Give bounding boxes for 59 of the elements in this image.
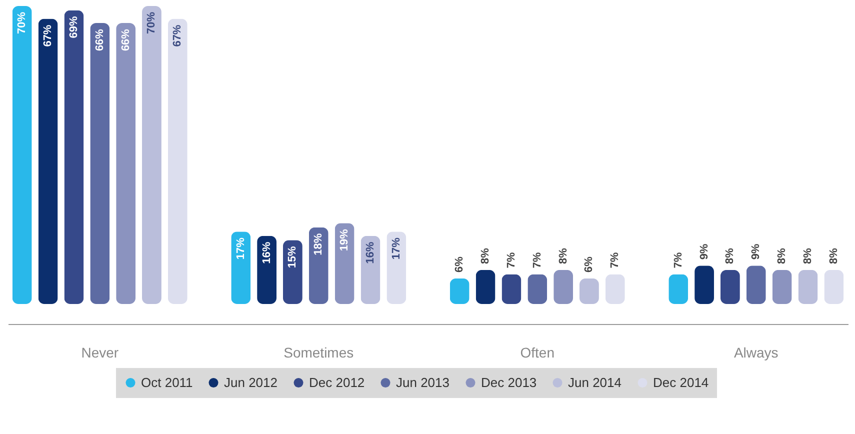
bar [450,278,470,304]
data-label: 15% [286,246,299,268]
bar [90,23,110,304]
bar [142,6,162,304]
bar [528,274,548,304]
bar [38,18,58,304]
bar [772,270,792,304]
data-label: 7% [609,252,622,268]
data-label: 9% [698,244,710,260]
data-label: 17% [234,237,247,260]
bar [116,23,136,304]
bar [502,274,522,304]
data-label: 7% [505,252,518,268]
data-label: 6% [454,256,466,272]
data-label: 16% [260,242,273,264]
legend-label: Jun 2012 [224,374,278,390]
bar [476,270,496,304]
bar [64,10,84,304]
x-tick-label: Always [734,344,778,360]
x-tick-label: Often [520,344,554,360]
data-label: 8% [802,248,814,264]
data-label: 67% [42,24,54,47]
data-label: 8% [776,248,788,264]
bar [694,266,714,304]
data-label: 16% [364,242,376,264]
data-label: 70% [16,12,28,34]
data-label: 69% [68,16,80,38]
data-label: 8% [557,248,570,264]
data-label: 9% [750,244,762,260]
data-label: 66% [120,28,132,52]
bar [168,18,188,304]
legend-label: Dec 2012 [309,374,365,390]
bar [720,270,740,304]
legend-label: Dec 2014 [653,374,709,390]
bar [798,270,818,304]
bar [746,266,766,304]
data-label: 8% [724,248,736,264]
data-label: 18% [312,233,325,256]
data-label: 7% [672,252,684,268]
data-label: 8% [480,248,492,264]
data-label: 66% [94,28,106,52]
data-label: 19% [338,228,351,252]
data-label: 7% [531,252,544,268]
x-tick-label: Never [81,344,119,360]
bar [605,274,625,304]
data-label: 6% [583,256,596,272]
data-label: 8% [828,248,840,264]
bar [12,6,32,304]
data-label: 17% [390,237,402,260]
legend-label: Dec 2013 [481,374,537,390]
legend-label: Jun 2013 [396,374,450,390]
legend-label: Oct 2011 [141,374,193,390]
data-label: 67% [172,24,184,47]
bar [668,274,688,304]
legend-label: Jun 2014 [568,374,622,390]
bar [554,270,574,304]
bar [824,270,844,304]
x-tick-label: Sometimes [284,344,354,360]
data-label: 70% [146,12,158,34]
